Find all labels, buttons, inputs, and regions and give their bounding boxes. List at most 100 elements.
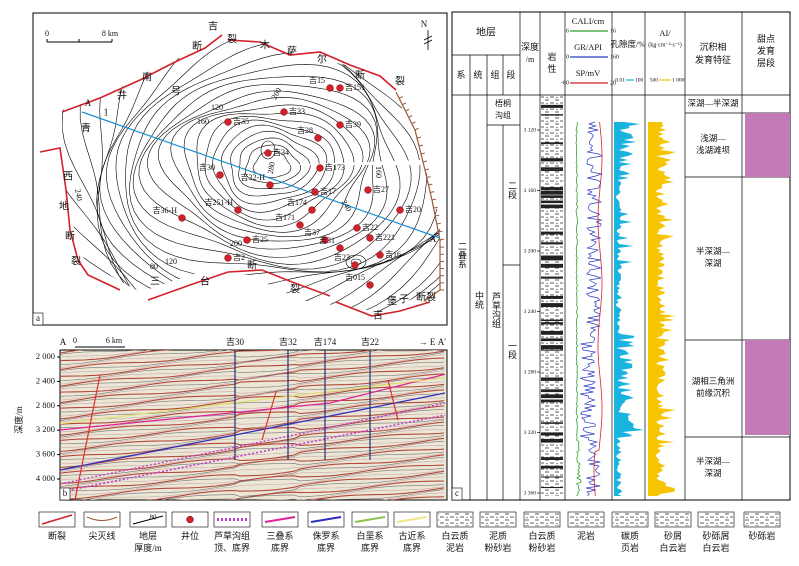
legend-icon (525, 513, 559, 526)
place-name: 萨 (287, 45, 297, 57)
contour-label: 200 (230, 239, 242, 248)
well-label: 吉174 (287, 198, 307, 207)
legend-icon (354, 516, 386, 523)
header: /m (526, 55, 535, 64)
north-label: N (421, 19, 428, 29)
reflector (229, 480, 445, 500)
lithology-band (541, 377, 563, 381)
direction-label: → E (419, 337, 436, 347)
well (224, 118, 232, 126)
reflector (60, 368, 445, 405)
well (314, 134, 322, 142)
lithology-band (541, 242, 563, 245)
lithology-band (541, 486, 563, 489)
reflector (60, 385, 445, 421)
y-tick-label: 3 200 (36, 424, 55, 434)
panel-label-box (59, 487, 71, 501)
well-label: 吉33 (289, 107, 305, 116)
header: 段 (506, 69, 515, 80)
reflector (60, 435, 445, 471)
legend-icon (310, 516, 342, 523)
formation-boundary (60, 414, 446, 493)
well (351, 261, 359, 269)
reflector (60, 432, 445, 469)
legend-icon-box (83, 511, 121, 528)
contour (245, 144, 302, 184)
place-name: 裂 (227, 32, 237, 45)
lithology-band (541, 433, 563, 436)
contour (157, 90, 376, 242)
header: 性 (547, 63, 556, 74)
lithology-band (541, 142, 563, 145)
pinchout-tick (433, 206, 438, 209)
well-label: 吉23 (334, 253, 350, 262)
curve-name: SP/mV (576, 68, 601, 78)
legend-label: 泥岩 (577, 530, 595, 541)
lithology-band (541, 276, 563, 279)
reflector (60, 413, 445, 449)
facies-label: 深湖—半深湖 (687, 98, 738, 108)
well (396, 206, 404, 214)
reflector (60, 350, 224, 365)
legend-icon (656, 513, 690, 526)
scale-label: 8 km (102, 29, 119, 38)
sp-curve (593, 121, 603, 497)
curve-name: (kg·cm⁻²·s⁻¹) (648, 41, 682, 48)
place-name: 南 (142, 70, 152, 83)
pinchout-tick (426, 176, 431, 178)
well-label: 吉34 (273, 148, 289, 157)
place-name: 断 (65, 229, 75, 242)
well (376, 251, 384, 259)
legend-icon (569, 513, 603, 526)
lithology-band (541, 204, 563, 209)
paleogene-base (60, 377, 446, 425)
lithology-band (541, 295, 563, 299)
y-tick-label: 2 000 (36, 351, 55, 361)
fault (147, 269, 331, 301)
header: 层段 (757, 57, 775, 68)
pinchout-tick (424, 299, 428, 304)
reflector (144, 470, 445, 500)
curve-name: GR/API (574, 42, 602, 52)
legend-label: 泥岩 (446, 542, 464, 553)
place-name: 木 (260, 39, 270, 51)
lithology-band (541, 114, 563, 116)
y-axis-title: 深度/m (13, 406, 24, 434)
pinchout-tick (416, 136, 422, 139)
north-arrow (423, 30, 433, 50)
porosity-area (614, 122, 645, 496)
well-label: 吉16 (385, 250, 401, 259)
reflector (60, 397, 445, 433)
reflector (81, 467, 445, 500)
lithology-band (541, 187, 563, 191)
panel-label: a (36, 313, 40, 323)
legend-icon (41, 514, 73, 525)
series-name: 中统 (474, 290, 484, 310)
reflector (60, 464, 445, 500)
section-end-label: A (85, 98, 92, 108)
lithology-band (541, 349, 563, 351)
contour-label: 120 (211, 103, 223, 112)
place-name: 子 (399, 293, 409, 305)
lithology-band (541, 319, 563, 321)
well-label: 吉39 (345, 120, 361, 129)
legend-label: 尖灭线 (88, 530, 115, 541)
reflector (60, 350, 176, 362)
well-label: 吉20 (405, 205, 421, 214)
pinchout-tick (420, 152, 426, 155)
place-name: 吉 (208, 20, 218, 32)
reflector (60, 350, 233, 369)
contour (252, 151, 292, 178)
reflector (325, 489, 445, 500)
legend-label: 厚度/m (134, 542, 162, 553)
lithology-band (541, 422, 563, 424)
place-name: 台 (200, 274, 210, 287)
formation-name: 芦草沟组 (491, 292, 501, 328)
pinchout-tick (424, 168, 430, 171)
place-name: 西 (63, 171, 73, 182)
header: 系 (456, 70, 465, 80)
well-label: 吉27 (373, 185, 389, 194)
reflector (60, 386, 445, 423)
reflector (60, 352, 445, 388)
well (224, 254, 232, 262)
